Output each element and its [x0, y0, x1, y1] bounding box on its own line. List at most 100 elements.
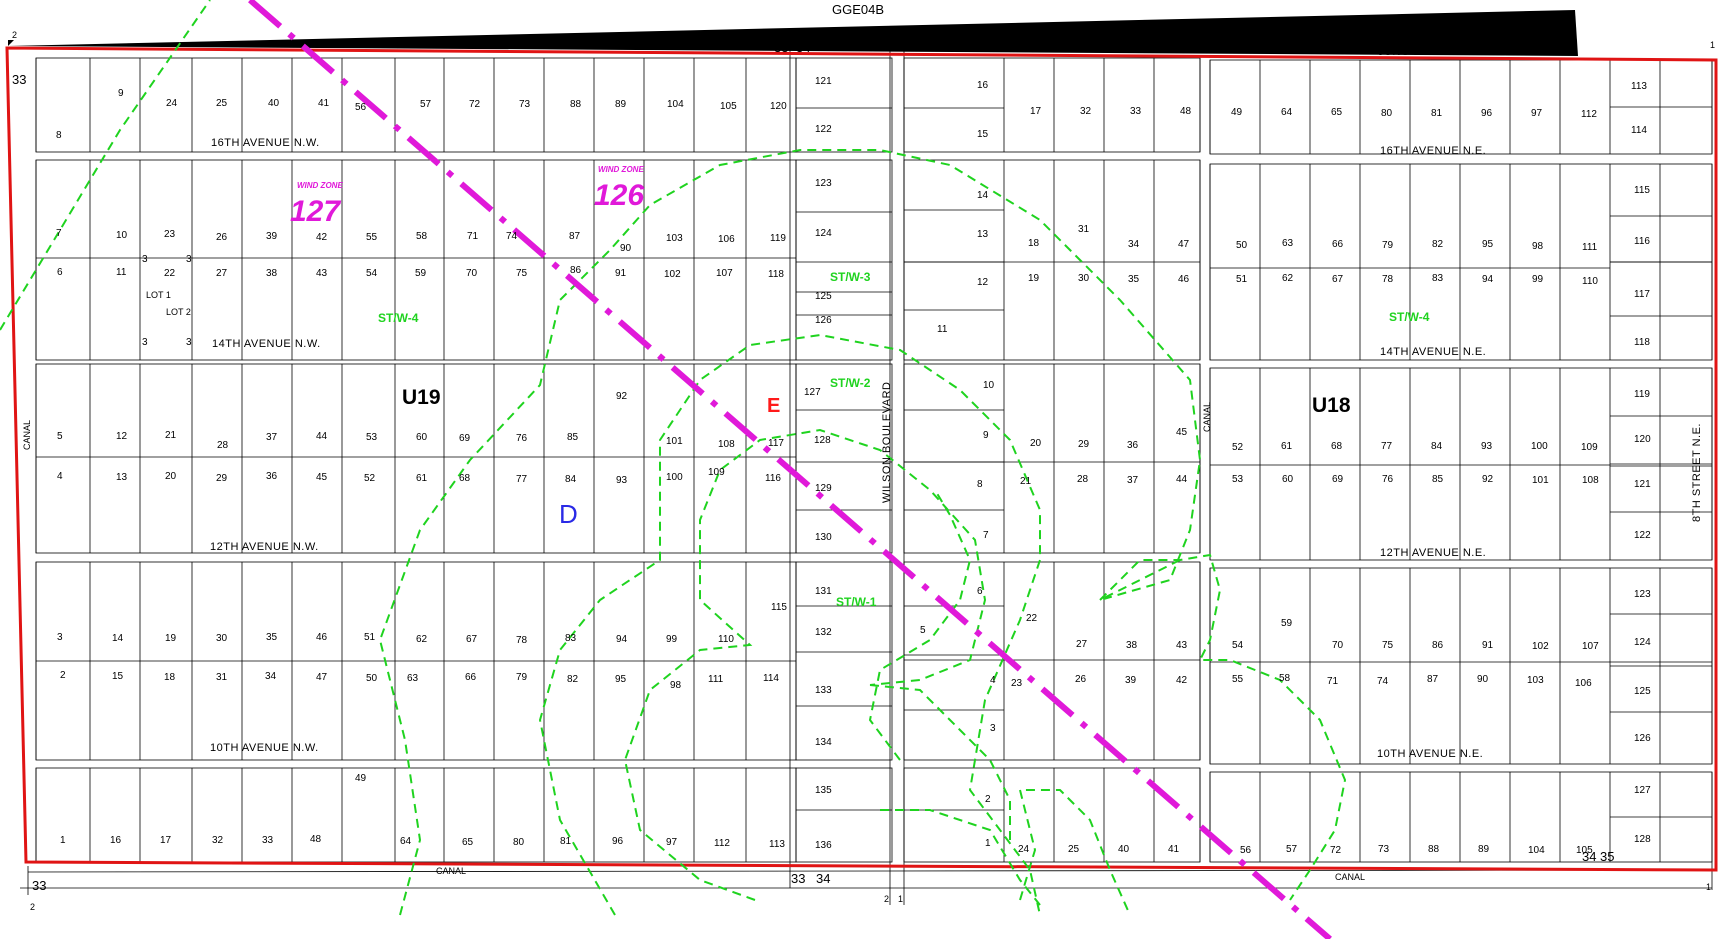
lot-number: 22 [164, 268, 176, 279]
jung-boulevard-east-label: JUNG BOULEVARD [1378, 46, 1485, 58]
lot-number: 88 [1428, 844, 1440, 855]
stormwater-zone-label: ST/W-1 [836, 595, 877, 609]
wind-zone-number-126: 126 [594, 179, 644, 212]
lot-number: 74 [1377, 676, 1389, 687]
lot-number: 34 [265, 671, 277, 682]
lot-number: 125 [1634, 686, 1651, 697]
lot-number: 7 [983, 530, 989, 541]
grid-mark: 33 [774, 40, 788, 55]
lot-number: 50 [1236, 240, 1248, 251]
lot-number: 111 [708, 674, 724, 685]
wind-zone-number-127: 127 [290, 195, 341, 228]
block-outline [35, 767, 797, 863]
lot-number: 110 [1582, 276, 1598, 287]
lot-number: 85 [567, 432, 579, 443]
wind-zone-divider [248, 0, 1332, 939]
lot-number: 24 [1018, 844, 1030, 855]
wind-zone-caption-127: WIND ZONE [297, 181, 343, 190]
lot-number: 60 [416, 432, 428, 443]
lot-number: 109 [708, 467, 725, 478]
lot-number: 91 [615, 268, 627, 279]
lot-number: 89 [615, 99, 627, 110]
block-outline [903, 561, 1201, 761]
lot-number: 54 [366, 268, 378, 279]
lot-number: 25 [216, 98, 228, 109]
lot-number: 9 [983, 430, 989, 441]
lot-number: 123 [1634, 589, 1651, 600]
lot-number: 63 [1282, 238, 1294, 249]
block-outline [795, 57, 893, 153]
lot-number: 106 [1575, 678, 1592, 689]
lot-number: 91 [1482, 640, 1494, 651]
lot-number: 122 [815, 124, 832, 135]
lot-number: 58 [1279, 673, 1291, 684]
lot-number: 128 [814, 435, 831, 446]
lot-number: 52 [1232, 442, 1244, 453]
grid-mark: 33 [791, 871, 805, 886]
zone-line-d [623, 428, 987, 901]
lot-number: 120 [770, 101, 787, 112]
lot-number: 34 [1128, 239, 1140, 250]
lot-number: 29 [216, 473, 228, 484]
lot-number: 41 [1168, 844, 1180, 855]
lot-number: 51 [364, 632, 376, 643]
lot-number: 49 [355, 773, 367, 784]
lot-number: 87 [569, 231, 581, 242]
lot-number: 90 [1477, 674, 1489, 685]
lot-number: 2 [60, 670, 66, 681]
block-outline [903, 363, 1201, 554]
lot-number: 76 [516, 433, 528, 444]
lot-number: 16 [977, 80, 989, 91]
lot-number: 58 [416, 231, 428, 242]
lot-number: 106 [718, 234, 735, 245]
lot-number: 99 [666, 634, 678, 645]
lot-number: 1 [60, 835, 66, 846]
lot-number: 74 [506, 231, 518, 242]
lot-number: 128 [1634, 834, 1651, 845]
lot-number: 66 [1332, 239, 1344, 250]
grid-mark: 2 [12, 30, 17, 40]
lot-number: 124 [815, 228, 832, 239]
lot-number: 27 [216, 268, 228, 279]
grid-mark: 34 [1582, 849, 1596, 864]
lot-number: 65 [462, 837, 474, 848]
lot-number: 33 [262, 835, 274, 846]
lot-number: 35 [266, 632, 278, 643]
lot-number: 118 [768, 269, 784, 280]
lot-number: 14 [112, 633, 124, 644]
lot-number: 77 [1381, 441, 1393, 452]
lot-number: 105 [720, 101, 737, 112]
16th-ave-ne-label: 16TH AVENUE N.E. [1380, 145, 1486, 157]
lot-number: 78 [1382, 274, 1394, 285]
14th-ave-ne-label: 14TH AVENUE N.E. [1380, 346, 1486, 358]
lot-number: 5 [920, 625, 926, 636]
lot-number: 26 [1075, 674, 1087, 685]
lot-number: 56 [1240, 845, 1252, 856]
lot-number: 15 [112, 671, 124, 682]
lot-number: 101 [1532, 475, 1549, 486]
lot-number: 45 [316, 472, 328, 483]
lot-number: 45 [1176, 427, 1188, 438]
lot-number: 81 [560, 836, 572, 847]
grid-mark: 33 [32, 878, 46, 893]
lot-number: 36 [266, 471, 278, 482]
lot-number: 1 [985, 838, 991, 849]
lot-number: 8 [977, 479, 983, 490]
lot-number: 89 [1478, 844, 1490, 855]
lot-number: 24 [166, 98, 178, 109]
lot-number: 42 [1176, 675, 1188, 686]
lot-number: 82 [567, 674, 579, 685]
lot-number: 3 [142, 254, 148, 265]
lot-number: 59 [415, 268, 427, 279]
zone-line-c [538, 333, 1041, 916]
lot-number: 20 [1030, 438, 1042, 449]
lot-number-labels: 924 25 40 41 56 57 72 73 88 89 104 105 1208121122161… [56, 76, 1651, 856]
lot-number: 19 [165, 633, 177, 644]
lot-number: 40 [1118, 844, 1130, 855]
canal-label-west: CANAL [22, 420, 32, 450]
lot-number: 9 [118, 88, 124, 99]
flood-zone-e: E [767, 395, 780, 417]
sheet-id: GGE04B [832, 2, 884, 17]
lot-number: 3 [990, 723, 996, 734]
lot-number: 52 [364, 473, 376, 484]
